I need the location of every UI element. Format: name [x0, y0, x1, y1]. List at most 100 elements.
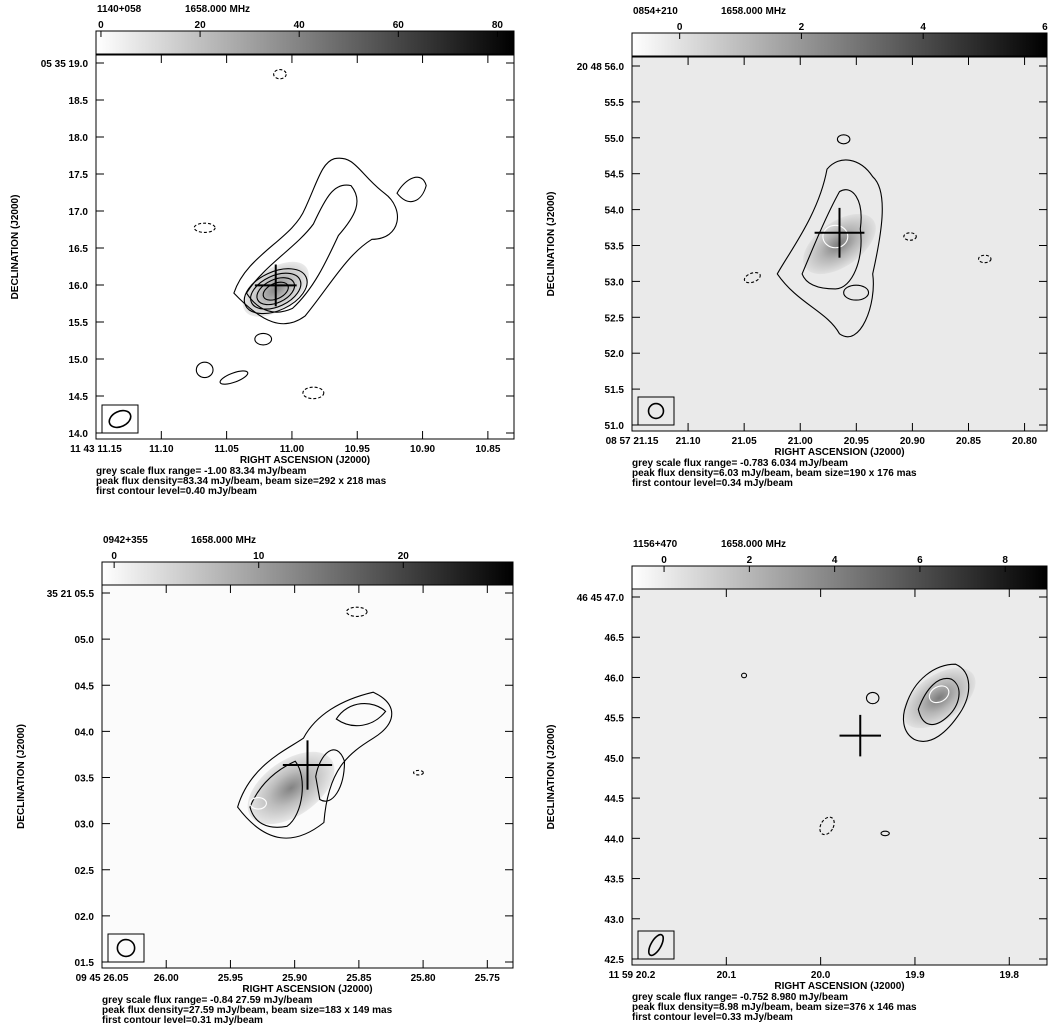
contour-line	[233, 157, 398, 325]
x-tick-label: 21.10	[676, 436, 701, 447]
x-tick-label: 11.05	[214, 444, 239, 455]
x-tick-label: 10.85	[475, 444, 500, 455]
note-line: grey scale flux range= -0.84 27.59 mJy/b…	[102, 995, 313, 1006]
y-tick-label: 43.5	[605, 875, 625, 886]
beam-box	[101, 404, 139, 434]
x-tick-label: 21.05	[732, 436, 757, 447]
x-tick-label: 25.95	[218, 973, 243, 984]
x-tick-label: 20.95	[844, 436, 869, 447]
y-tick-label: 05 35 19.0	[41, 59, 89, 70]
x-tick-label: 10.90	[410, 444, 435, 455]
colorbar-tick-label: 6	[1042, 22, 1048, 33]
y-tick-label: 04.5	[75, 681, 95, 692]
contour-line	[249, 797, 267, 810]
contour-line	[335, 703, 387, 727]
frequency-label: 1658.000 MHz	[721, 539, 786, 550]
x-tick-label: 11 43 11.15	[70, 444, 122, 455]
colorbar-tick-label: 4	[920, 22, 926, 33]
negative-contour	[903, 232, 917, 241]
map-panel-1: 0854+210 1658.000 MHz 0 2 4 6 08 57 21.15 21.10…	[546, 6, 1048, 489]
note-line: first contour level=0.33 mJy/beam	[632, 1012, 793, 1023]
y-tick-label: 35 21 05.5	[47, 589, 95, 600]
contour-line	[243, 268, 308, 315]
colorbar-tick-label: 40	[294, 20, 306, 31]
y-tick-label: 15.5	[69, 318, 89, 329]
map-panel-0: 1140+058 1658.000 MHz 0 20 40 60 80 11 43 11.15…	[10, 4, 515, 497]
x-tick-label: 11.00	[280, 444, 305, 455]
y-tick-label: 45.0	[605, 754, 625, 765]
note-line: grey scale flux range= -1.00 83.34 mJy/b…	[96, 466, 307, 477]
x-tick-label: 20.0	[811, 970, 831, 981]
x-tick-label: 20.85	[956, 436, 981, 447]
contour-line	[776, 159, 883, 337]
negative-contour	[193, 222, 216, 233]
contour-line	[843, 284, 870, 301]
y-tick-label: 51.5	[605, 385, 625, 396]
contour-line	[880, 830, 890, 837]
frequency-label: 1658.000 MHz	[721, 6, 786, 17]
x-tick-label: 25.85	[346, 973, 371, 984]
beam-ellipse	[647, 933, 665, 957]
beam-box	[637, 396, 675, 426]
y-tick-label: 03.0	[75, 820, 95, 831]
x-tick-label: 21.00	[788, 436, 813, 447]
source-name: 1156+470	[633, 539, 678, 550]
x-tick-label: 20.80	[1012, 436, 1037, 447]
note-line: peak flux density=27.59 mJy/beam, beam s…	[102, 1005, 393, 1016]
y-tick-label: 15.0	[69, 355, 89, 366]
colorbar	[631, 32, 1048, 57]
y-tick-label: 52.5	[605, 313, 625, 324]
colorbar-tick-label: 60	[393, 20, 405, 31]
colorbar-tick-label: 0	[98, 20, 104, 31]
y-tick-label: 02.5	[75, 866, 95, 877]
y-tick-label: 16.0	[69, 281, 89, 292]
y-tick-label: 20 48 56.0	[577, 62, 625, 73]
x-axis-label: RIGHT ASCENSION (J2000)	[242, 984, 372, 995]
source-name: 1140+058	[97, 4, 142, 15]
y-tick-label: 53.5	[605, 242, 625, 253]
y-tick-label: 14.0	[69, 429, 89, 440]
beam-box	[107, 933, 145, 963]
note-line: first contour level=0.40 mJy/beam	[96, 486, 257, 497]
x-axis-label: RIGHT ASCENSION (J2000)	[774, 447, 904, 458]
map-frame	[631, 588, 1048, 966]
colorbar	[631, 565, 1048, 590]
x-tick-label: 20.1	[717, 970, 737, 981]
contour-line	[236, 691, 393, 839]
colorbar-tick-label: 4	[832, 555, 838, 566]
x-tick-label: 19.9	[905, 970, 925, 981]
contour-line	[249, 760, 303, 828]
y-tick-label: 46.0	[605, 673, 625, 684]
y-tick-label: 17.0	[69, 207, 89, 218]
y-tick-label: 01.5	[75, 958, 95, 969]
colorbar-tick-label: 2	[799, 22, 805, 33]
y-tick-label: 51.0	[605, 421, 625, 432]
emission-blob	[902, 667, 976, 729]
y-tick-label: 14.5	[69, 392, 89, 403]
note-line: first contour level=0.34 mJy/beam	[632, 478, 793, 489]
colorbar-tick-label: 80	[492, 20, 504, 31]
y-tick-label: 18.5	[69, 96, 89, 107]
negative-contour	[743, 272, 761, 284]
x-tick-label: 26.00	[154, 973, 179, 984]
colorbar-tick-label: 20	[398, 551, 410, 562]
y-tick-label: 42.5	[605, 955, 625, 966]
y-tick-label: 55.0	[605, 134, 625, 145]
colorbar-tick-label: 0	[677, 22, 683, 33]
contour-line	[917, 677, 960, 725]
y-tick-label: 54.5	[605, 170, 625, 181]
note-line: grey scale flux range= -0.752 8.980 mJy/…	[632, 992, 848, 1003]
y-axis-label: DECLINATION (J2000)	[16, 724, 27, 829]
negative-contour	[977, 254, 992, 264]
y-tick-label: 46 45 47.0	[577, 593, 625, 604]
note-line: peak flux density=8.98 mJy/beam, beam si…	[632, 1002, 917, 1013]
negative-contour	[273, 69, 287, 80]
colorbar-tick-label: 8	[1002, 555, 1008, 566]
x-tick-label: 10.95	[345, 444, 370, 455]
colorbar-tick-label: 2	[747, 555, 753, 566]
contour-line	[902, 663, 970, 742]
map-panel-2: 0942+355 1658.000 MHz 0 10 20 09 45 26.05 26.0…	[16, 535, 514, 1026]
y-tick-label: 02.0	[75, 912, 95, 923]
y-tick-label: 54.0	[605, 206, 625, 217]
